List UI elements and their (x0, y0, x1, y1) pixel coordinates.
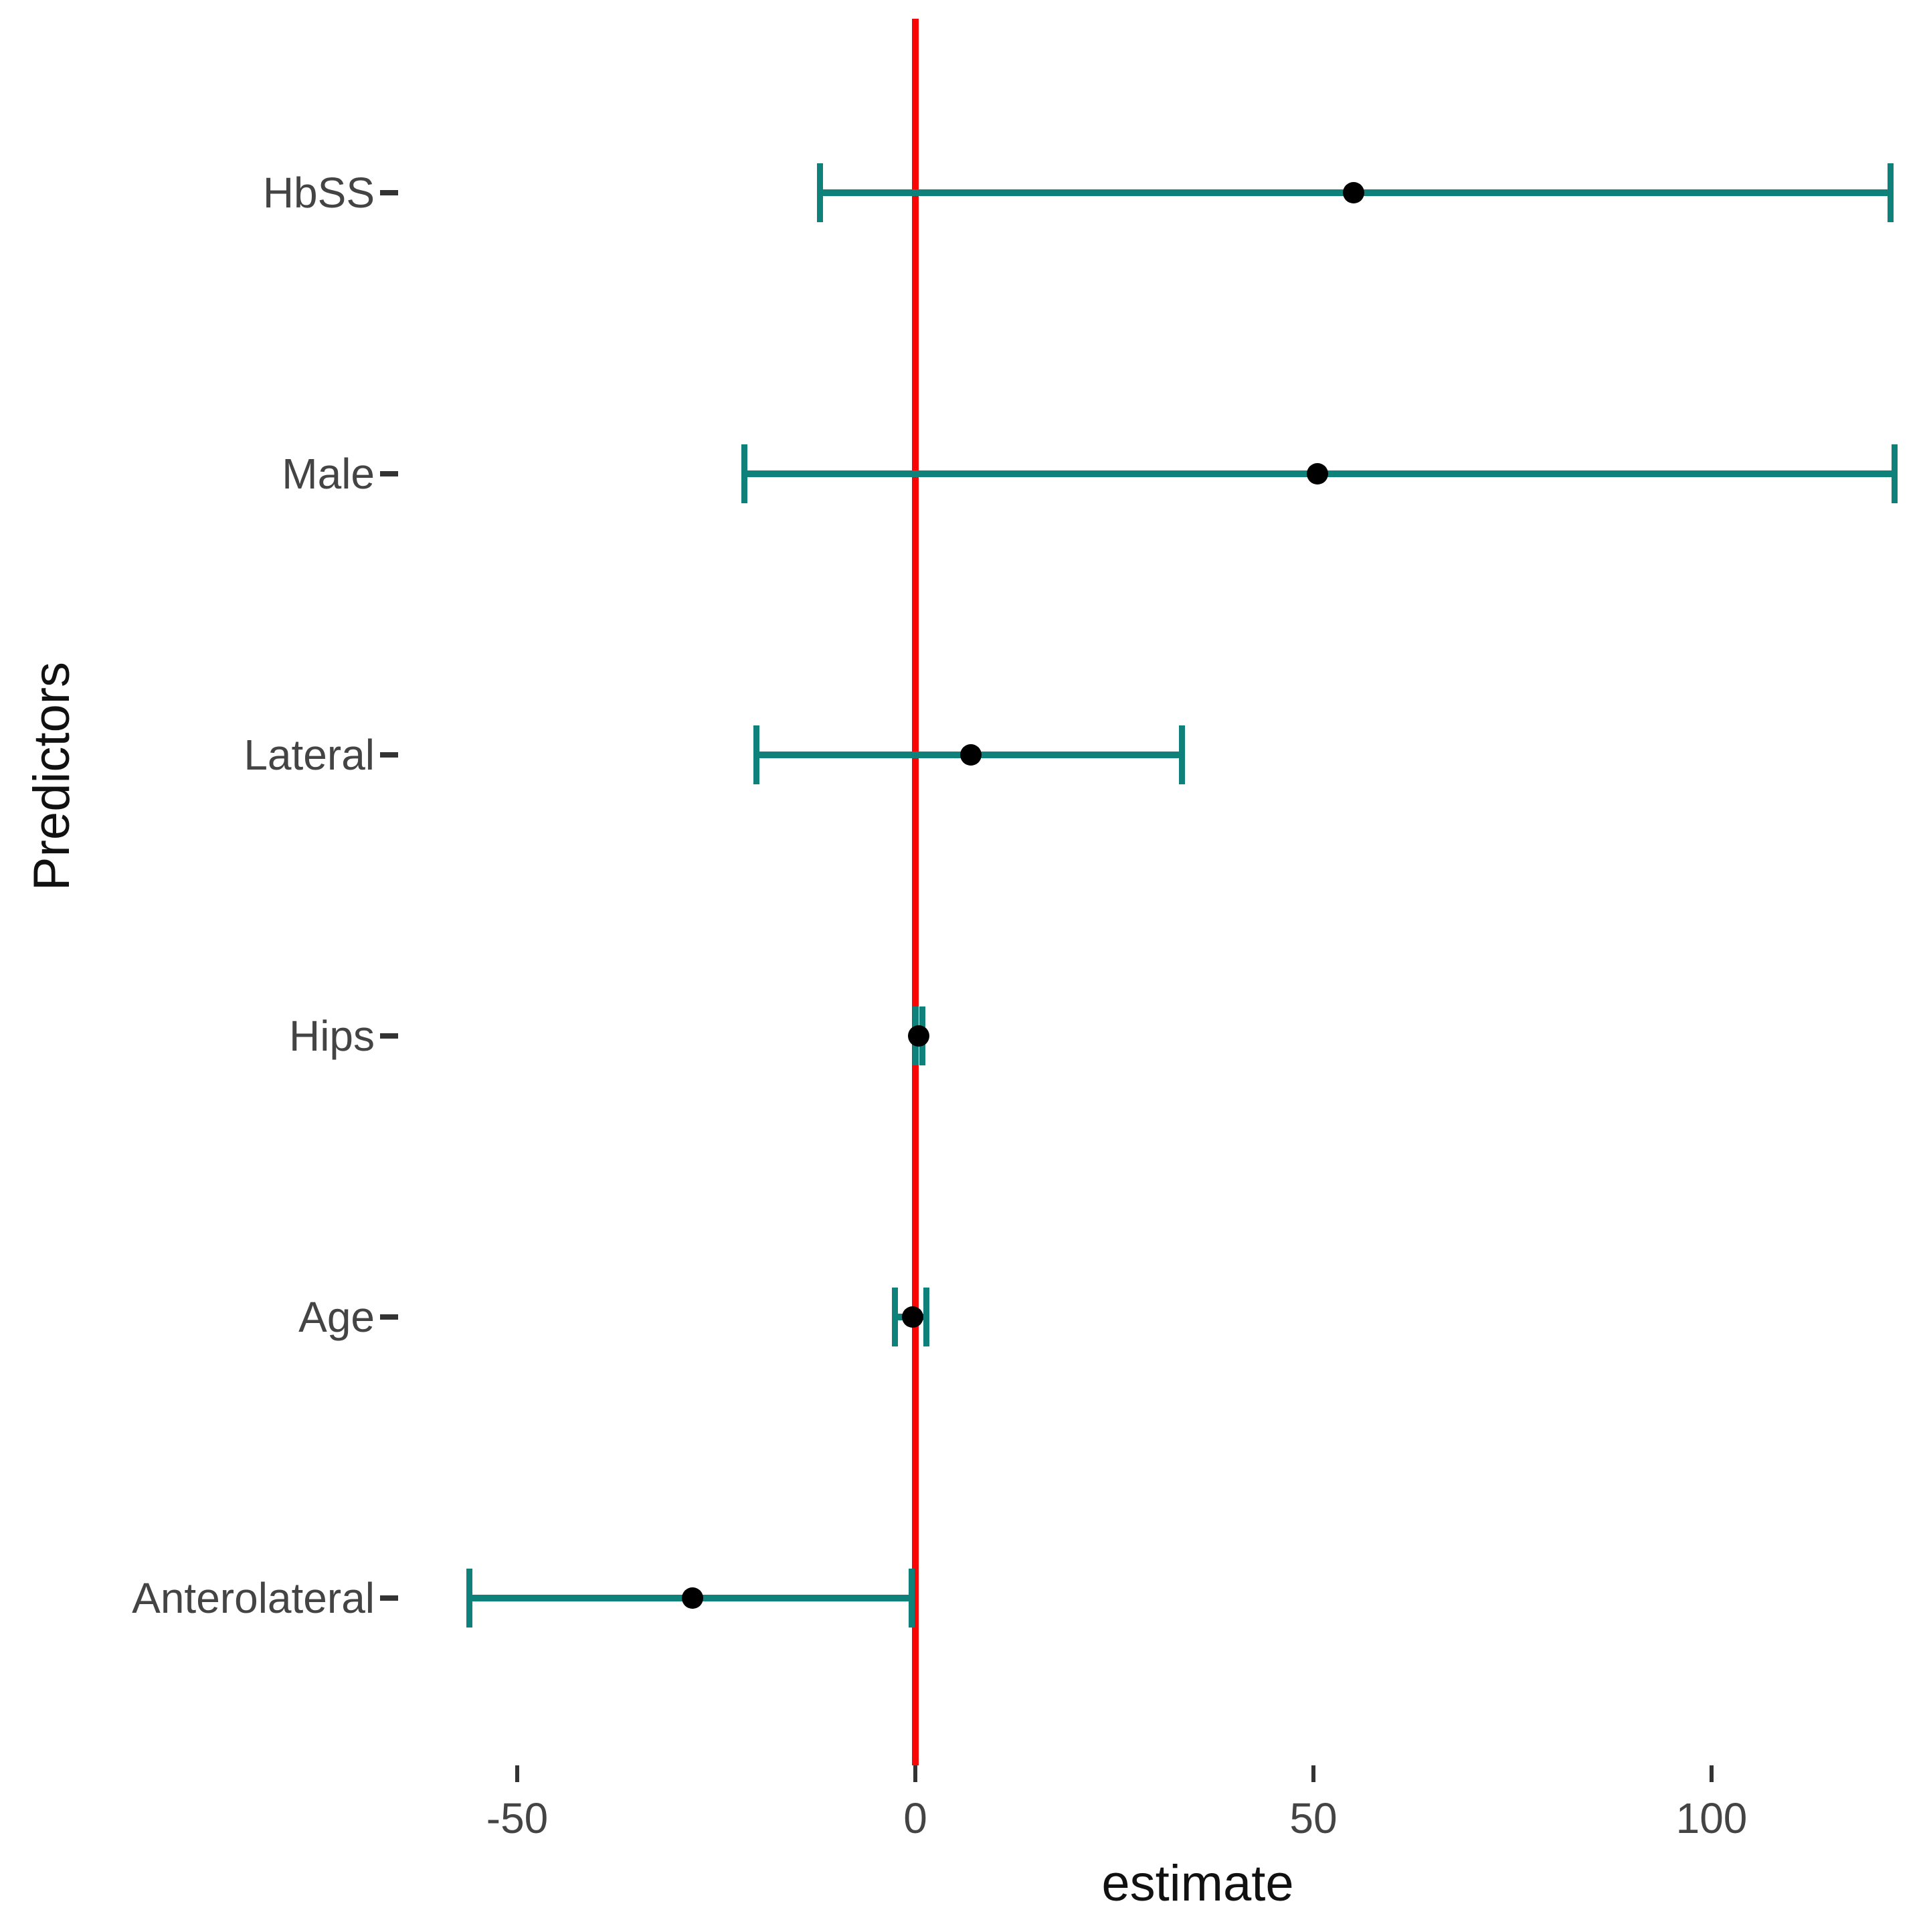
x-tick-label-0: 0 (903, 1794, 927, 1842)
estimate-point-anterolateral (681, 1587, 703, 1609)
ci-cap-high-age (923, 1288, 930, 1346)
estimate-point-age (902, 1306, 924, 1328)
y-axis-tick (380, 1595, 398, 1601)
ci-cap-low-male (741, 444, 747, 503)
x-tick-label-100: 100 (1675, 1794, 1748, 1842)
zero-reference-line (912, 19, 919, 1765)
ci-cap-low-hbss (816, 163, 823, 222)
estimate-point-male (1306, 463, 1328, 485)
x-axis-title: estimate (1101, 1855, 1294, 1912)
category-label-lateral: Lateral (244, 731, 375, 779)
x-tick-label--50: -50 (486, 1794, 549, 1842)
ci-cap-high-lateral (1179, 725, 1186, 784)
category-label-hips: Hips (288, 1012, 375, 1060)
category-label-male: Male (282, 450, 375, 498)
x-axis-tick (913, 1765, 917, 1782)
estimate-point-hbss (1342, 182, 1364, 203)
y-axis-title: Predictors (23, 661, 80, 891)
y-axis-tick (380, 752, 398, 758)
estimate-point-lateral (960, 744, 982, 766)
ci-cap-low-age (891, 1288, 898, 1346)
x-tick-label-50: 50 (1289, 1794, 1338, 1842)
category-label-hbss: HbSS (262, 169, 375, 217)
category-label-age: Age (298, 1293, 375, 1341)
ci-cap-high-male (1892, 444, 1898, 503)
ci-cap-high-hbss (1888, 163, 1894, 222)
category-label-anterolateral: Anterolateral (132, 1574, 375, 1622)
y-axis-tick (380, 471, 398, 476)
estimate-point-hips (907, 1025, 929, 1047)
ci-cap-low-anterolateral (466, 1569, 473, 1628)
y-axis-tick (380, 1033, 398, 1039)
x-axis-tick (1710, 1765, 1714, 1782)
x-axis-tick (1311, 1765, 1315, 1782)
x-axis-tick (515, 1765, 519, 1782)
ci-cap-high-anterolateral (908, 1569, 915, 1628)
y-axis-tick (380, 190, 398, 195)
ci-cap-low-lateral (753, 725, 759, 784)
y-axis-tick (380, 1314, 398, 1320)
